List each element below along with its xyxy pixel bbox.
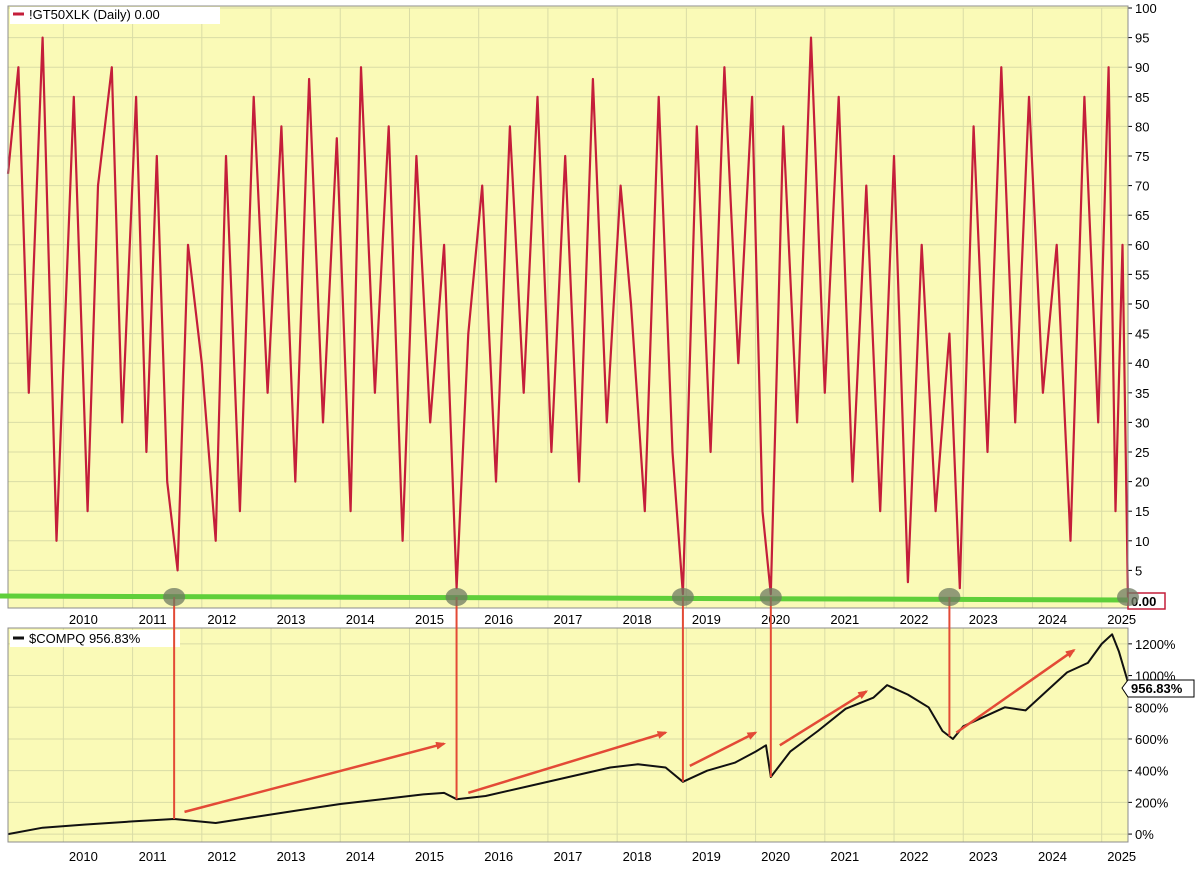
indicator-x-tick-label: 2010 xyxy=(69,612,98,627)
indicator-x-tick-label: 2012 xyxy=(207,612,236,627)
price-legend-box xyxy=(10,630,180,647)
price-x-tick-label: 2019 xyxy=(692,849,721,864)
rally-arrow xyxy=(955,649,1076,734)
indicator-x-tick-label: 2024 xyxy=(1038,612,1067,627)
indicator-x-tick-label: 2016 xyxy=(484,612,513,627)
indicator-x-tick-label: 2013 xyxy=(277,612,306,627)
indicator-y-tick-label: 65 xyxy=(1135,208,1149,223)
price-series-line xyxy=(7,633,1129,836)
price-x-axis: 2010 2011 2012 2013 2014 2015 2016 2017 2018 2019… xyxy=(69,849,1136,864)
indicator-legend-text: !GT50XLK (Daily) 0.00 xyxy=(29,7,160,22)
price-x-tick-label: 2013 xyxy=(277,849,306,864)
price-x-tick-label: 2025 xyxy=(1107,849,1136,864)
low-marker-circle xyxy=(759,588,782,606)
price-x-tick-label: 2022 xyxy=(900,849,929,864)
price-y-axis: 0%200%400%600%800%1000%1200% xyxy=(1128,637,1176,842)
price-x-tick-label: 2024 xyxy=(1038,849,1067,864)
price-x-tick-label: 2012 xyxy=(207,849,236,864)
indicator-y-tick-label: 25 xyxy=(1135,445,1149,460)
low-marker-circle xyxy=(1117,588,1139,606)
indicator-x-tick-label: 2019 xyxy=(692,612,721,627)
indicator-y-tick-label: 60 xyxy=(1135,238,1149,253)
indicator-y-tick-label: 20 xyxy=(1135,475,1149,490)
indicator-y-tick-label: 85 xyxy=(1135,90,1149,105)
indicator-y-tick-label: 50 xyxy=(1135,297,1149,312)
price-legend-text: $COMPQ 956.83% xyxy=(29,631,141,646)
price-y-tick-label: 600% xyxy=(1135,732,1169,747)
price-last-value-label: 956.83% xyxy=(1121,679,1195,698)
price-legend: $COMPQ 956.83% xyxy=(10,630,180,647)
price-y-tick-label: 800% xyxy=(1135,700,1169,715)
price-x-tick-label: 2017 xyxy=(553,849,582,864)
price-x-tick-label: 2015 xyxy=(415,849,444,864)
indicator-x-tick-label: 2022 xyxy=(900,612,929,627)
price-y-tick-label: 0% xyxy=(1135,827,1154,842)
price-x-tick-label: 2016 xyxy=(484,849,513,864)
price-x-tick-label: 2023 xyxy=(969,849,998,864)
low-marker-circle xyxy=(445,588,468,606)
indicator-y-tick-label: 75 xyxy=(1135,149,1149,164)
price-x-tick-label: 2014 xyxy=(346,849,375,864)
indicator-y-tick-label: 35 xyxy=(1135,386,1149,401)
price-y-tick-label: 200% xyxy=(1135,795,1169,810)
indicator-x-axis: 2010 2011 2012 2013 2014 2015 2016 2017 2018 2019… xyxy=(69,612,1136,627)
indicator-y-tick-label: 10 xyxy=(1135,534,1149,549)
indicator-legend: !GT50XLK (Daily) 0.00 xyxy=(10,7,220,24)
indicator-y-tick-label: 5 xyxy=(1135,563,1142,578)
indicator-y-tick-label: 40 xyxy=(1135,356,1149,371)
price-series xyxy=(7,633,1129,836)
rally-arrow xyxy=(689,731,758,768)
indicator-panel-border xyxy=(7,5,1129,609)
indicator-y-tick-label: 90 xyxy=(1135,60,1149,75)
indicator-x-tick-label: 2025 xyxy=(1107,612,1136,627)
price-last-value-box xyxy=(1121,679,1195,698)
annotation-layer xyxy=(0,588,1139,820)
price-x-tick-label: 2020 xyxy=(761,849,790,864)
indicator-y-tick-label: 45 xyxy=(1135,327,1149,342)
indicator-legend-box xyxy=(10,7,220,24)
price-x-tick-label: 2011 xyxy=(139,849,167,864)
indicator-y-tick-label: 70 xyxy=(1135,179,1149,194)
indicator-y-tick-label: 95 xyxy=(1135,31,1149,46)
indicator-y-tick-label: 100 xyxy=(1135,1,1157,16)
price-y-tick-label: 400% xyxy=(1135,764,1169,779)
price-x-tick-label: 2010 xyxy=(69,849,98,864)
indicator-x-tick-label: 2020 xyxy=(761,612,790,627)
price-panel-grid xyxy=(8,628,1128,842)
indicator-x-tick-label: 2011 xyxy=(139,612,167,627)
indicator-x-tick-label: 2023 xyxy=(969,612,998,627)
indicator-x-tick-label: 2021 xyxy=(830,612,859,627)
indicator-panel-grid xyxy=(8,7,1128,608)
price-y-tick-label: 1200% xyxy=(1135,637,1176,652)
indicator-y-tick-label: 30 xyxy=(1135,415,1149,430)
indicator-series xyxy=(6,36,1130,601)
rally-arrow xyxy=(184,741,447,814)
price-panel-background xyxy=(8,628,1128,842)
price-last-value-text: 956.83% xyxy=(1131,681,1183,696)
price-x-tick-label: 2021 xyxy=(830,849,859,864)
rally-arrow xyxy=(779,690,869,747)
indicator-x-tick-label: 2017 xyxy=(553,612,582,627)
low-marker-circle xyxy=(163,588,186,606)
low-marker-circle xyxy=(671,588,694,606)
low-marker-circle xyxy=(938,588,961,606)
rally-arrow xyxy=(467,731,668,795)
indicator-y-axis: 5 10 15 20 25 30 35 40 45 50 55 60 65 70 75 80 85 90 95 100 xyxy=(1128,1,1157,578)
price-x-tick-label: 2018 xyxy=(623,849,652,864)
indicator-series-line xyxy=(6,36,1130,601)
indicator-y-tick-label: 15 xyxy=(1135,504,1149,519)
indicator-x-tick-label: 2014 xyxy=(346,612,375,627)
indicator-x-tick-label: 2015 xyxy=(415,612,444,627)
indicator-y-tick-label: 55 xyxy=(1135,267,1149,282)
price-panel-border xyxy=(7,627,1129,843)
indicator-y-tick-label: 80 xyxy=(1135,119,1149,134)
indicator-x-tick-label: 2018 xyxy=(623,612,652,627)
